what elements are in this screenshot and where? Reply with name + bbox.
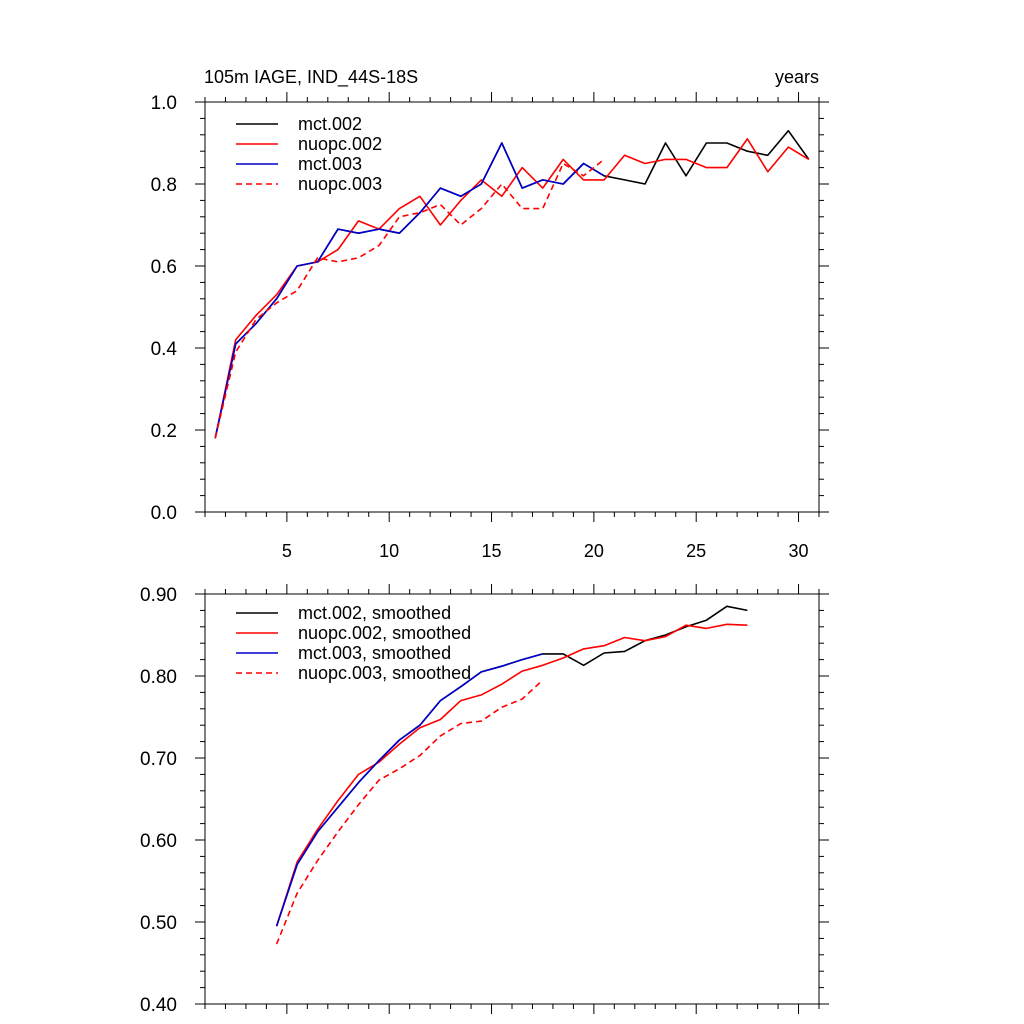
bottom-panel: 0.40 0.50 0.60 0.70 0.80 0.90 mct.002, smoothe…	[140, 584, 829, 1016]
x-tick-label: 20	[584, 541, 604, 561]
y-tick-label: 0.0	[151, 503, 177, 524]
legend-label: nuopc.002	[298, 134, 382, 154]
x-tick-label: 30	[789, 541, 809, 561]
legend-label: nuopc.003	[298, 174, 382, 194]
x-tick-label: 5	[282, 541, 292, 561]
plot-title: 105m IAGE, IND_44S-18S	[204, 67, 418, 88]
x-tick-label: 10	[379, 541, 399, 561]
series-line-3	[214, 142, 605, 439]
series-line-3	[275, 653, 543, 927]
y-tick-label: 0.40	[140, 995, 177, 1016]
y-tick-label: 0.80	[140, 667, 177, 688]
legend-label: nuopc.003, smoothed	[298, 663, 471, 683]
x-axis-units: years	[775, 67, 819, 87]
top-panel: 5 10 15 20 25 300.00.20.40.60.81.0mct.002nuop…	[151, 92, 829, 561]
legend-label: mct.002	[298, 114, 362, 134]
legend-label: mct.003	[298, 154, 362, 174]
y-tick-label: 0.2	[151, 421, 177, 442]
y-tick-label: 1.0	[151, 93, 177, 114]
legend-label: nuopc.002, smoothed	[298, 623, 471, 643]
y-tick-label: 0.8	[151, 175, 177, 196]
y-tick-label: 0.70	[140, 749, 177, 770]
y-tick-label: 0.50	[140, 913, 177, 934]
y-tick-label: 0.60	[140, 831, 177, 852]
y-tick-label: 0.4	[151, 339, 178, 360]
y-tick-label: 0.90	[140, 585, 177, 606]
x-tick-label: 25	[686, 541, 706, 561]
y-tick-label: 0.6	[151, 257, 177, 278]
x-tick-label: 15	[482, 541, 502, 561]
series-line-4	[275, 679, 544, 945]
legend-label: mct.003, smoothed	[298, 643, 451, 663]
legend-label: mct.002, smoothed	[298, 603, 451, 623]
series-line-2	[275, 623, 748, 927]
